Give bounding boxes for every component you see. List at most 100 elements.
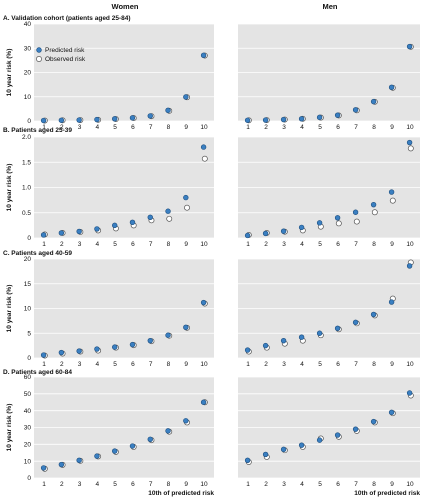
- x-tick-label: 9: [184, 124, 188, 131]
- predicted-point: [200, 299, 207, 306]
- panel-title: B. Patients aged 25-39: [3, 127, 72, 134]
- predicted-point: [406, 139, 413, 146]
- x-tick-label: 8: [167, 241, 171, 248]
- predicted-point: [165, 107, 171, 114]
- predicted-point: [147, 436, 153, 442]
- x-tick-label: 1: [42, 241, 46, 248]
- x-tick-label: 3: [78, 124, 82, 131]
- x-tick-label: 5: [113, 481, 117, 488]
- x-tick-label: 8: [372, 481, 376, 488]
- y-tick-label: 10: [24, 306, 32, 313]
- y-tick-label: 30: [24, 45, 32, 52]
- predicted-point: [40, 117, 47, 124]
- x-tick-label: 3: [282, 241, 286, 248]
- x-tick-label: 2: [60, 124, 64, 131]
- observed-point: [389, 197, 396, 204]
- predicted-point: [334, 215, 341, 221]
- y-tick-label: 5: [27, 330, 31, 337]
- x-tick-label: 3: [78, 361, 82, 368]
- panel-d-women: 0 10 20 30 40 50 60 10 year risk (%) 1 2 3 4 5 6 7 8 9 10…: [3, 369, 214, 497]
- x-tick-label: 9: [390, 361, 394, 368]
- predicted-point: [129, 219, 136, 226]
- x-tick-label: 5: [113, 241, 117, 248]
- y-tick-label: 40: [24, 408, 32, 415]
- x-tick-label: 10: [406, 241, 414, 248]
- y-tick-label: 1.5: [22, 159, 31, 166]
- x-tick-label: 5: [113, 124, 117, 131]
- predicted-point: [58, 461, 65, 468]
- predicted-point: [94, 116, 100, 123]
- y-axis-label: 10 year risk (%): [6, 164, 13, 212]
- predicted-point: [244, 232, 251, 239]
- predicted-point: [40, 232, 47, 238]
- x-tick-label: 9: [184, 241, 188, 248]
- predicted-point: [129, 115, 136, 121]
- x-tick-label: 6: [131, 481, 135, 488]
- y-tick-label: 20: [24, 70, 32, 77]
- x-tick-label: 10: [200, 361, 208, 368]
- panel-c-men: 1 2 3 4 5 6 7 8 9 10: [238, 258, 420, 368]
- panel-b-men: 1 2 3 4 5 6 7 8 9 10: [238, 136, 420, 248]
- predicted-point: [183, 194, 189, 201]
- y-tick-label: 0: [27, 118, 31, 125]
- x-tick-label: 1: [42, 124, 46, 131]
- x-tick-label: 6: [131, 361, 135, 368]
- legend-observed-marker: [36, 56, 42, 62]
- x-tick-label: 6: [336, 241, 340, 248]
- panel-d-men: 1 2 3 4 5 6 7 8 9 10 10th of predicted risk: [238, 376, 420, 497]
- x-tick-label: 10: [200, 481, 208, 488]
- predicted-point: [280, 116, 287, 123]
- x-tick-label: 4: [96, 481, 100, 488]
- predicted-point: [200, 144, 207, 150]
- x-tick-label: 1: [246, 481, 250, 488]
- y-tick-label: 10: [24, 94, 32, 101]
- x-tick-label: 9: [390, 481, 394, 488]
- predicted-point: [183, 418, 189, 424]
- predicted-point: [112, 344, 118, 350]
- predicted-point: [316, 220, 323, 226]
- y-tick-label: 1.0: [22, 185, 31, 192]
- x-tick-label: 4: [300, 241, 304, 248]
- x-tick-label: 1: [246, 241, 250, 248]
- x-tick-label: 6: [336, 124, 340, 131]
- predicted-point: [406, 43, 413, 50]
- x-tick-label: 5: [318, 124, 322, 131]
- predicted-point: [334, 112, 341, 118]
- x-tick-label: 3: [78, 481, 82, 488]
- x-tick-label: 1: [246, 361, 250, 368]
- predicted-point: [58, 230, 65, 236]
- x-tick-label: 10: [406, 481, 414, 488]
- predicted-point: [112, 116, 118, 122]
- predicted-point: [406, 390, 413, 396]
- predicted-point: [388, 84, 395, 90]
- y-tick-label: 15: [24, 281, 32, 288]
- legend-observed-label: Observed risk: [45, 56, 86, 63]
- y-tick-label: 0: [27, 355, 31, 362]
- predicted-point: [200, 52, 207, 58]
- predicted-point: [76, 457, 82, 464]
- predicted-point: [40, 465, 47, 471]
- y-axis-label: 10 year risk (%): [6, 285, 13, 333]
- panel-title: A. Validation cohort (patients aged 25-8…: [3, 15, 131, 22]
- predicted-point: [244, 117, 251, 123]
- col-header-women: Women: [112, 2, 139, 11]
- predicted-point: [298, 116, 305, 122]
- panel-title: C. Patients aged 40-59: [3, 250, 72, 257]
- predicted-point: [165, 332, 171, 338]
- legend-predicted-marker: [36, 47, 42, 53]
- x-tick-label: 2: [264, 361, 268, 368]
- y-tick-label: 0: [27, 235, 31, 242]
- x-tick-label: 5: [318, 361, 322, 368]
- predicted-point: [262, 451, 269, 458]
- x-tick-label: 10: [200, 124, 208, 131]
- x-tick-label: 8: [372, 124, 376, 131]
- predicted-point: [370, 201, 377, 208]
- x-tick-label: 2: [264, 241, 268, 248]
- predicted-point: [147, 337, 153, 344]
- x-tick-label: 10: [406, 124, 414, 131]
- x-tick-label: 7: [354, 361, 358, 368]
- legend: Predicted risk Observed risk: [36, 47, 86, 63]
- predicted-point: [280, 228, 287, 234]
